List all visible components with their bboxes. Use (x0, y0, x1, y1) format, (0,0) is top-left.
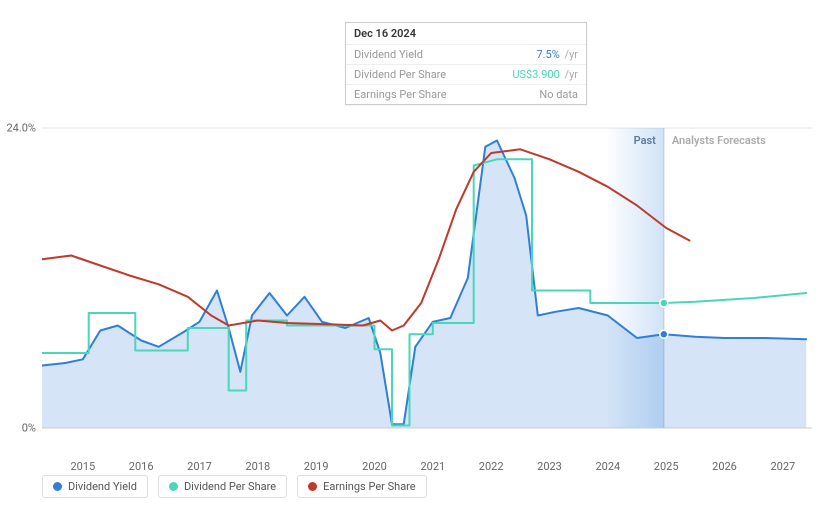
tooltip-row-label: Dividend Yield (354, 48, 423, 61)
dividend-chart: 24.0% 0% Past Analysts Forecasts 2015 201… (0, 0, 821, 508)
x-tick: 2021 (420, 460, 445, 473)
tooltip-row-label: Dividend Per Share (354, 68, 446, 81)
legend-dot-icon (308, 482, 317, 491)
tooltip-row: Earnings Per Share No data (346, 85, 586, 104)
x-tick: 2023 (537, 460, 562, 473)
tooltip-date: Dec 16 2024 (346, 23, 586, 45)
x-tick: 2016 (129, 460, 154, 473)
x-tick: 2018 (245, 460, 270, 473)
tooltip-row-value: 7.5% /yr (536, 48, 578, 61)
y-axis: 24.0% 0% (0, 8, 40, 458)
legend-dot-icon (169, 482, 178, 491)
legend-label: Earnings Per Share (323, 480, 416, 493)
chart-tooltip: Dec 16 2024 Dividend Yield7.5% /yrDivide… (345, 22, 587, 105)
tooltip-row-value: US$3.900 /yr (512, 68, 578, 81)
x-tick: 2022 (479, 460, 504, 473)
y-tick-24: 24.0% (6, 122, 36, 135)
legend-item-earnings-per-share[interactable]: Earnings Per Share (297, 475, 427, 498)
past-region-label: Past (634, 134, 656, 147)
legend-label: Dividend Per Share (184, 480, 276, 493)
x-tick: 2017 (187, 460, 212, 473)
tooltip-row-value: No data (539, 88, 578, 101)
legend-item-dividend-per-share[interactable]: Dividend Per Share (158, 475, 287, 498)
legend-label: Dividend Yield (68, 480, 137, 493)
x-tick: 2025 (654, 460, 679, 473)
forecast-region-label: Analysts Forecasts (672, 134, 766, 147)
x-tick: 2020 (362, 460, 387, 473)
x-tick: 2026 (712, 460, 737, 473)
tooltip-row: Dividend Yield 7.5% /yr (346, 45, 586, 65)
y-tick-0: 0% (22, 422, 36, 435)
x-tick: 2024 (595, 460, 620, 473)
legend-dot-icon (53, 482, 62, 491)
legend-item-dividend-yield[interactable]: Dividend Yield (42, 475, 148, 498)
x-tick: 2027 (770, 460, 795, 473)
tooltip-row: Dividend Per Share US$3.900 /yr (346, 65, 586, 85)
x-tick: 2015 (70, 460, 95, 473)
x-tick: 2019 (304, 460, 329, 473)
tooltip-row-label: Earnings Per Share (354, 88, 447, 101)
chart-legend: Dividend Yield Dividend Per Share Earnin… (42, 475, 427, 498)
